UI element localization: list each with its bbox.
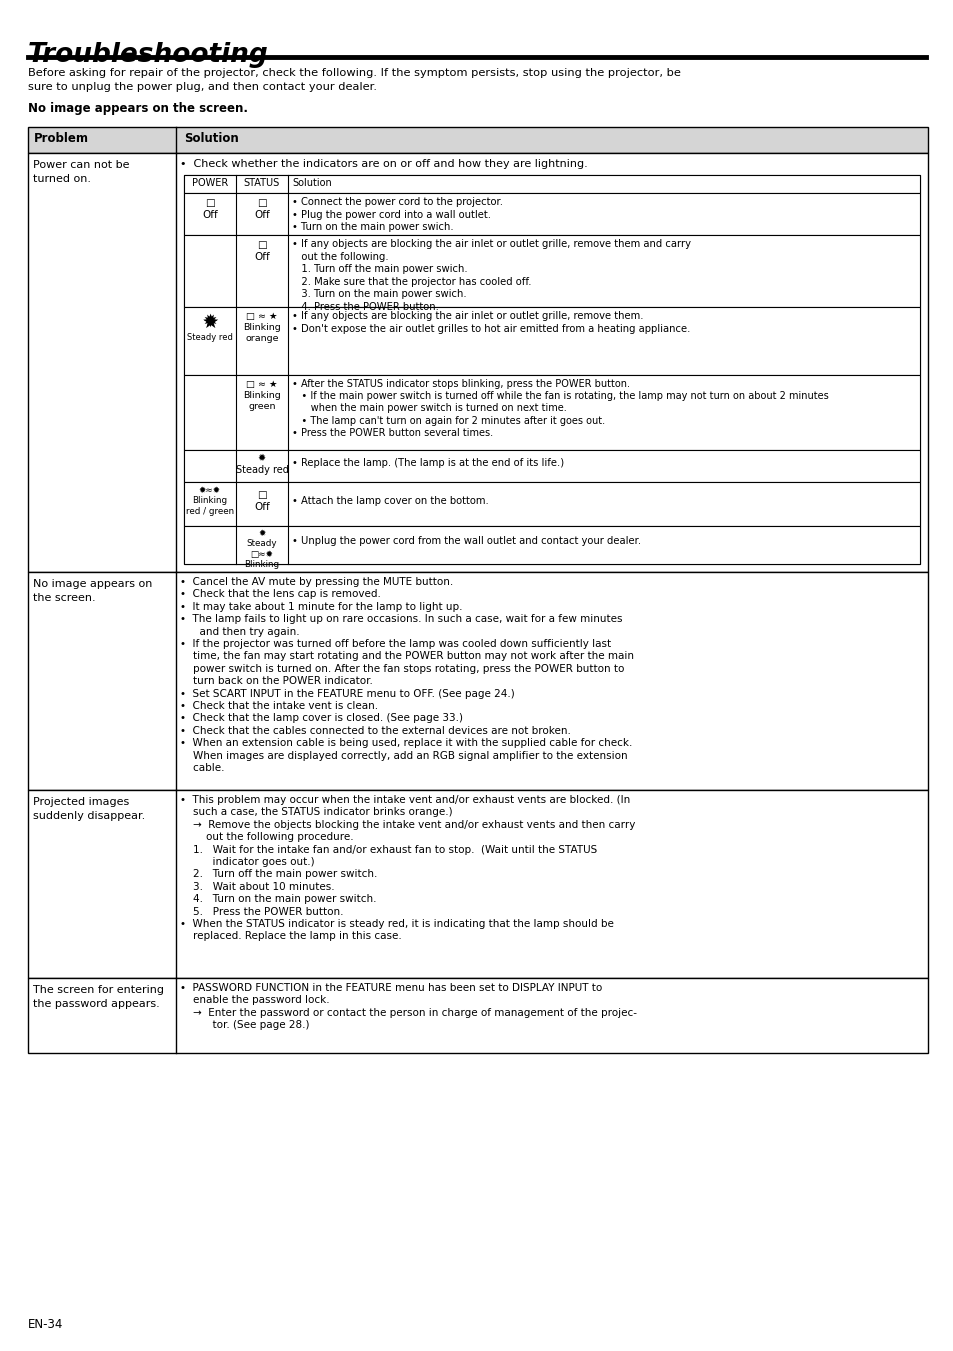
Text: Solution: Solution [292,178,332,188]
Text: •  Check whether the indicators are on or off and how they are lightning.: • Check whether the indicators are on or… [180,159,587,169]
Bar [28,790,927,978]
Text: □
Off: □ Off [202,199,217,220]
Text: Before asking for repair of the projector, check the following. If the symptom p: Before asking for repair of the projecto… [28,68,680,78]
Bar [184,176,919,563]
Text: •  PASSWORD FUNCTION in the FEATURE menu has been set to DISPLAY INPUT to
    en: • PASSWORD FUNCTION in the FEATURE menu … [180,984,637,1031]
Text: Steady red: Steady red [187,332,233,342]
Text: •  Cancel the AV mute by pressing the MUTE button.
•  Check that the lens cap is: • Cancel the AV mute by pressing the MUT… [180,577,634,773]
Text: EN-34: EN-34 [28,1319,63,1331]
Text: •  This problem may occur when the intake vent and/or exhaust vents are blocked.: • This problem may occur when the intake… [180,794,635,942]
Text: ✹
Steady red: ✹ Steady red [235,453,288,476]
Bar [184,450,919,482]
Text: STATUS: STATUS [244,178,280,188]
Bar [28,127,927,153]
Bar [184,526,919,563]
Text: Solution: Solution [184,132,238,145]
Text: □ ≈ ★
Blinking
orange: □ ≈ ★ Blinking orange [243,312,280,343]
Text: □
Off: □ Off [253,240,270,262]
Text: □
Off: □ Off [253,199,270,220]
Text: No image appears on
the screen.: No image appears on the screen. [33,580,152,603]
Bar [28,978,927,1052]
Text: □
Off: □ Off [253,490,270,512]
Text: • Connect the power cord to the projector.
• Plug the power cord into a wall out: • Connect the power cord to the projecto… [292,197,502,232]
Text: No image appears on the screen.: No image appears on the screen. [28,101,248,115]
Text: ✹
Steady
□≈✹
Blinking: ✹ Steady □≈✹ Blinking [244,530,279,569]
Bar [184,193,919,235]
Text: Troubleshooting: Troubleshooting [28,42,269,68]
Text: The screen for entering
the password appears.: The screen for entering the password app… [33,985,164,1009]
Text: Power can not be
turned on.: Power can not be turned on. [33,159,130,184]
Text: • Attach the lamp cover on the bottom.: • Attach the lamp cover on the bottom. [292,496,488,507]
Text: Problem: Problem [34,132,89,145]
Text: ★: ★ [201,313,218,332]
Text: • Unplug the power cord from the wall outlet and contact your dealer.: • Unplug the power cord from the wall ou… [292,536,640,546]
Text: • After the STATUS indicator stops blinking, press the POWER button.
   • If the: • After the STATUS indicator stops blink… [292,380,828,438]
Bar [184,376,919,450]
Bar [28,571,927,790]
Text: ✹≈✹
Blinking
red / green: ✹≈✹ Blinking red / green [186,486,233,516]
Text: • Replace the lamp. (The lamp is at the end of its life.): • Replace the lamp. (The lamp is at the … [292,458,563,467]
Text: POWER: POWER [192,178,228,188]
Text: □ ≈ ★
Blinking
green: □ ≈ ★ Blinking green [243,380,280,411]
Text: • If any objects are blocking the air inlet or outlet grille, remove them.
• Don: • If any objects are blocking the air in… [292,311,690,334]
Bar [184,482,919,526]
Bar [28,153,927,571]
Bar [184,307,919,376]
Bar [184,235,919,307]
Text: • If any objects are blocking the air inlet or outlet grille, remove them and ca: • If any objects are blocking the air in… [292,239,690,312]
Text: Projected images
suddenly disappear.: Projected images suddenly disappear. [33,797,145,821]
Bar [184,176,919,193]
Text: sure to unplug the power plug, and then contact your dealer.: sure to unplug the power plug, and then … [28,82,376,92]
Text: ✹: ✹ [202,313,217,331]
